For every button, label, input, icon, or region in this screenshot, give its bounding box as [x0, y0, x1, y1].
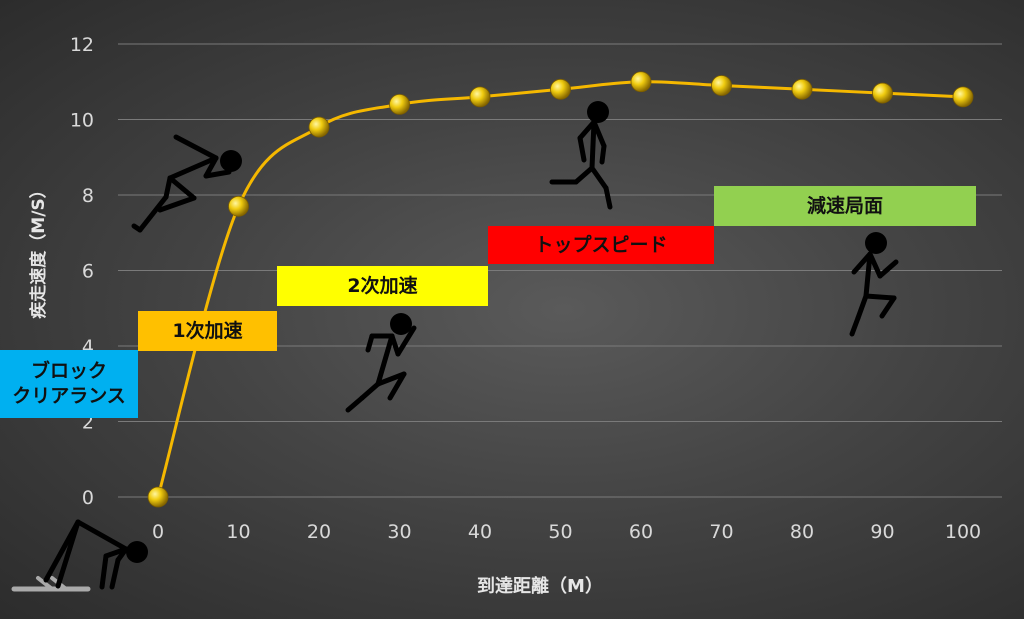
data-point	[308, 116, 330, 138]
x-tick-label: 60	[629, 521, 653, 543]
x-tick-labels: 0 10 20 30 40 50 60 70 80 90 100	[152, 521, 981, 543]
phase-block-clearance-text: ブロック クリアランス	[12, 360, 126, 407]
x-tick-label: 100	[945, 521, 981, 543]
runner-deceleration-icon	[849, 232, 899, 337]
phase-deceleration-label: 減速局面	[714, 186, 976, 226]
x-tick-label: 10	[226, 521, 250, 543]
y-axis-label: 疾走速度（M/S）	[28, 181, 49, 318]
x-tick-label: 80	[790, 521, 814, 543]
runner-block-start-icon	[11, 519, 148, 592]
x-tick-label: 50	[548, 521, 572, 543]
data-point	[228, 195, 249, 217]
runner-top-speed-icon	[549, 101, 613, 210]
data-point	[389, 94, 410, 115]
phase-second-acceleration-label: 2次加速	[277, 266, 488, 306]
y-tick-label: 6	[82, 261, 94, 283]
data-point	[147, 486, 169, 508]
x-tick-label: 90	[870, 521, 894, 543]
runner-first-acceleration-icon	[131, 134, 242, 233]
x-tick-label: 40	[468, 521, 492, 543]
phase-first-acceleration-label: 1次加速	[138, 311, 277, 351]
x-tick-label: 30	[387, 521, 411, 543]
x-axis-label: 到達距離（M）	[477, 575, 603, 597]
data-point	[630, 71, 652, 93]
phase-block-clearance-label: ブロック クリアランス	[0, 350, 138, 418]
data-points	[147, 71, 974, 508]
x-tick-label: 70	[709, 521, 733, 543]
data-point	[791, 78, 813, 100]
y-tick-label: 8	[82, 185, 94, 207]
y-tick-label: 12	[70, 34, 94, 56]
x-tick-label: 20	[307, 521, 331, 543]
runner-second-acceleration-icon	[345, 313, 417, 413]
data-point	[952, 86, 974, 108]
phase-top-speed-label: トップスピード	[488, 226, 714, 264]
data-point	[469, 86, 491, 108]
x-tick-label: 0	[152, 521, 164, 543]
y-tick-label: 0	[82, 487, 94, 509]
data-point	[872, 82, 893, 104]
data-point	[550, 78, 571, 100]
y-tick-label: 10	[70, 110, 94, 132]
data-point	[711, 75, 732, 96]
